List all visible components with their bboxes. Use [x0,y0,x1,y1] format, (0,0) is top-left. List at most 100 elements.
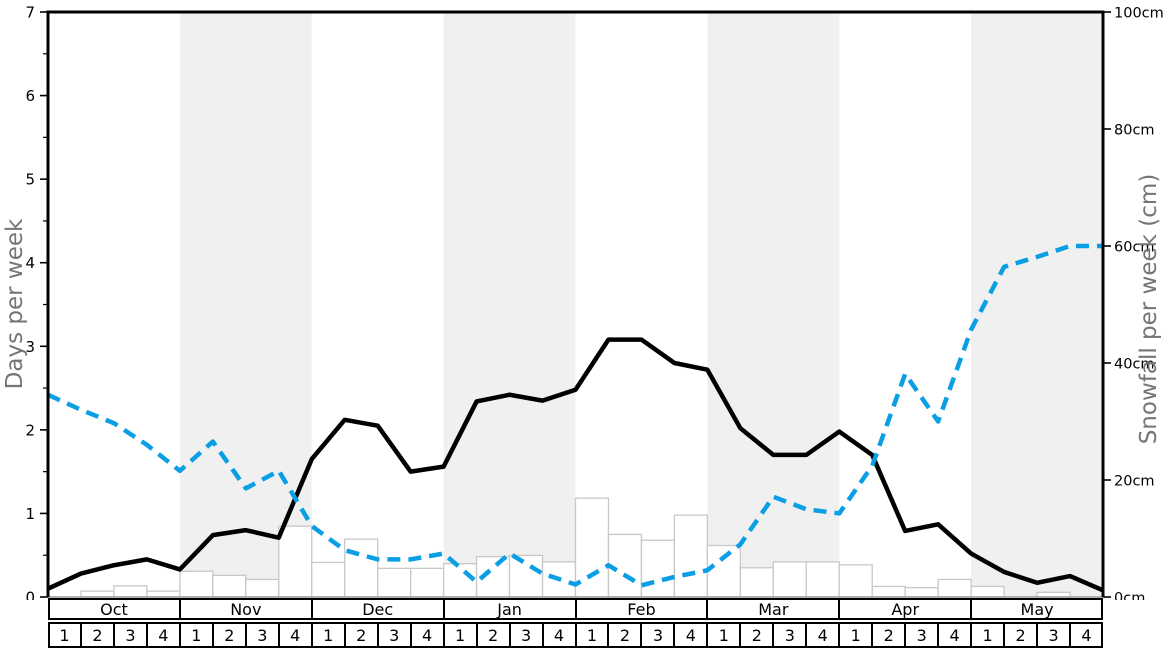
month-label-nov: Nov [230,599,262,619]
left-axis-tick-label: 7 [25,4,35,22]
week-cell-border [343,624,346,646]
snowfall-bar [377,567,412,598]
week-number-label: 2 [224,625,235,645]
snowfall-bar [245,578,280,598]
week-cell-border [475,624,478,646]
week-cell-border [970,624,973,646]
right-axis-tick-label: 100cm [1114,6,1164,22]
month-shade-band [443,12,576,597]
week-number-label: 3 [257,625,268,645]
week-cell-border [1069,624,1072,646]
month-cell-border [442,600,445,618]
week-cell-border [178,624,181,646]
left-axis-tick-label: 3 [25,338,35,356]
left-axis-tick-label: 1 [25,505,35,523]
week-number-label: 1 [191,625,202,645]
snowfall-bar [937,578,972,598]
week-cell-border [145,624,148,646]
snowfall-bar [113,585,148,598]
right-axis-title: Snowfall per week (cm) [1136,173,1162,445]
week-number-label: 3 [520,625,532,645]
week-number-label: 4 [949,625,960,645]
week-cell-border [1036,624,1039,646]
week-cell-border [871,624,874,646]
week-cell-border [409,624,412,646]
snowfall-bar [706,544,741,598]
month-cell-border [706,600,709,618]
week-number-label: 1 [718,625,729,645]
snowfall-bar [278,525,313,598]
snowfall-bar [607,533,643,598]
week-number-label: 3 [125,625,136,645]
month-shade-band [971,12,1103,597]
snowfall-bar [904,586,939,598]
month-cell-border [970,600,973,618]
left-axis-tick-label: 6 [25,87,35,105]
snowfall-bar [640,539,676,598]
month-label-may: May [1020,599,1054,619]
month-cell-border [838,600,841,618]
snowfall-bar [179,570,214,598]
snowfall-bar [805,561,840,598]
snowfall-bar [508,554,544,598]
snowfall-bar [871,585,906,598]
month-shade-band [179,12,312,597]
month-cell-border [310,600,313,618]
snowfall-bar [212,574,247,598]
week-number-label: 3 [1048,625,1059,645]
week-number-label: 3 [784,625,795,645]
week-row: 1 2 3 4 1 2 3 4 1 2 3 4 1 2 3 4 1 2 3 4 1 2 3 4 1 2 3 4 1 2 3 4 [48,622,1103,648]
week-cell-border [739,624,742,646]
month-label-mar: Mar [758,599,789,619]
month-label-jan: Jan [497,599,522,619]
month-label-feb: Feb [627,599,656,619]
week-cell-border [904,624,907,646]
week-cell-border [673,624,676,646]
week-number-label: 2 [751,625,762,645]
left-axis-tick-label: 0 [25,589,35,601]
week-number-label: 1 [323,625,334,645]
week-number-label: 4 [422,625,433,645]
left-axis-tick-label: 2 [25,421,35,439]
left-axis-tick-label: 4 [25,254,35,272]
week-number-label: 2 [1015,625,1026,645]
month-cell-border [178,600,181,618]
week-cell-border [937,624,940,646]
week-number-label: 4 [817,625,828,645]
week-number-label: 1 [455,625,466,645]
snowfall-bar [739,567,774,598]
week-number-label: 1 [59,625,70,645]
snowfall-bar [673,514,709,598]
week-cell-border [112,624,115,646]
month-label-dec: Dec [362,599,394,619]
week-cell-border [541,624,544,646]
week-number-label: 1 [982,625,993,645]
week-number-label: 4 [685,625,696,645]
left-axis-title: Days per week [2,218,28,390]
week-cell-border [376,624,379,646]
right-axis-tick-label: 80cm [1114,123,1155,139]
week-number-label: 1 [850,625,861,645]
week-cell-border [838,624,841,646]
chart-canvas: 0 1 2 3 4 5 6 7 0cm 20cm 40cm 60cm 80cm 100cm [25,4,1164,601]
week-number-label: 3 [916,625,927,645]
week-number-label: 1 [586,625,598,645]
week-number-label: 4 [158,625,169,645]
right-axis-tick-label: 0cm [1114,591,1145,601]
week-cell-border [607,624,610,646]
snowfall-bar [838,564,873,598]
month-shade-band [707,12,840,597]
week-number-label: 2 [619,625,631,645]
week-number-label: 4 [290,625,301,645]
week-cell-border [772,624,775,646]
solid-black-days-line [47,337,1104,593]
right-axis-tick-label: 60cm [1114,240,1155,256]
month-row: Oct Nov Dec Jan Feb Mar Apr May [48,598,1103,620]
week-cell-border [640,624,643,646]
week-number-label: 2 [883,625,894,645]
month-cell-border [574,600,577,618]
week-cell-border [244,624,247,646]
right-axis-tick-label: 20cm [1114,474,1155,490]
week-cell-border [706,624,709,646]
